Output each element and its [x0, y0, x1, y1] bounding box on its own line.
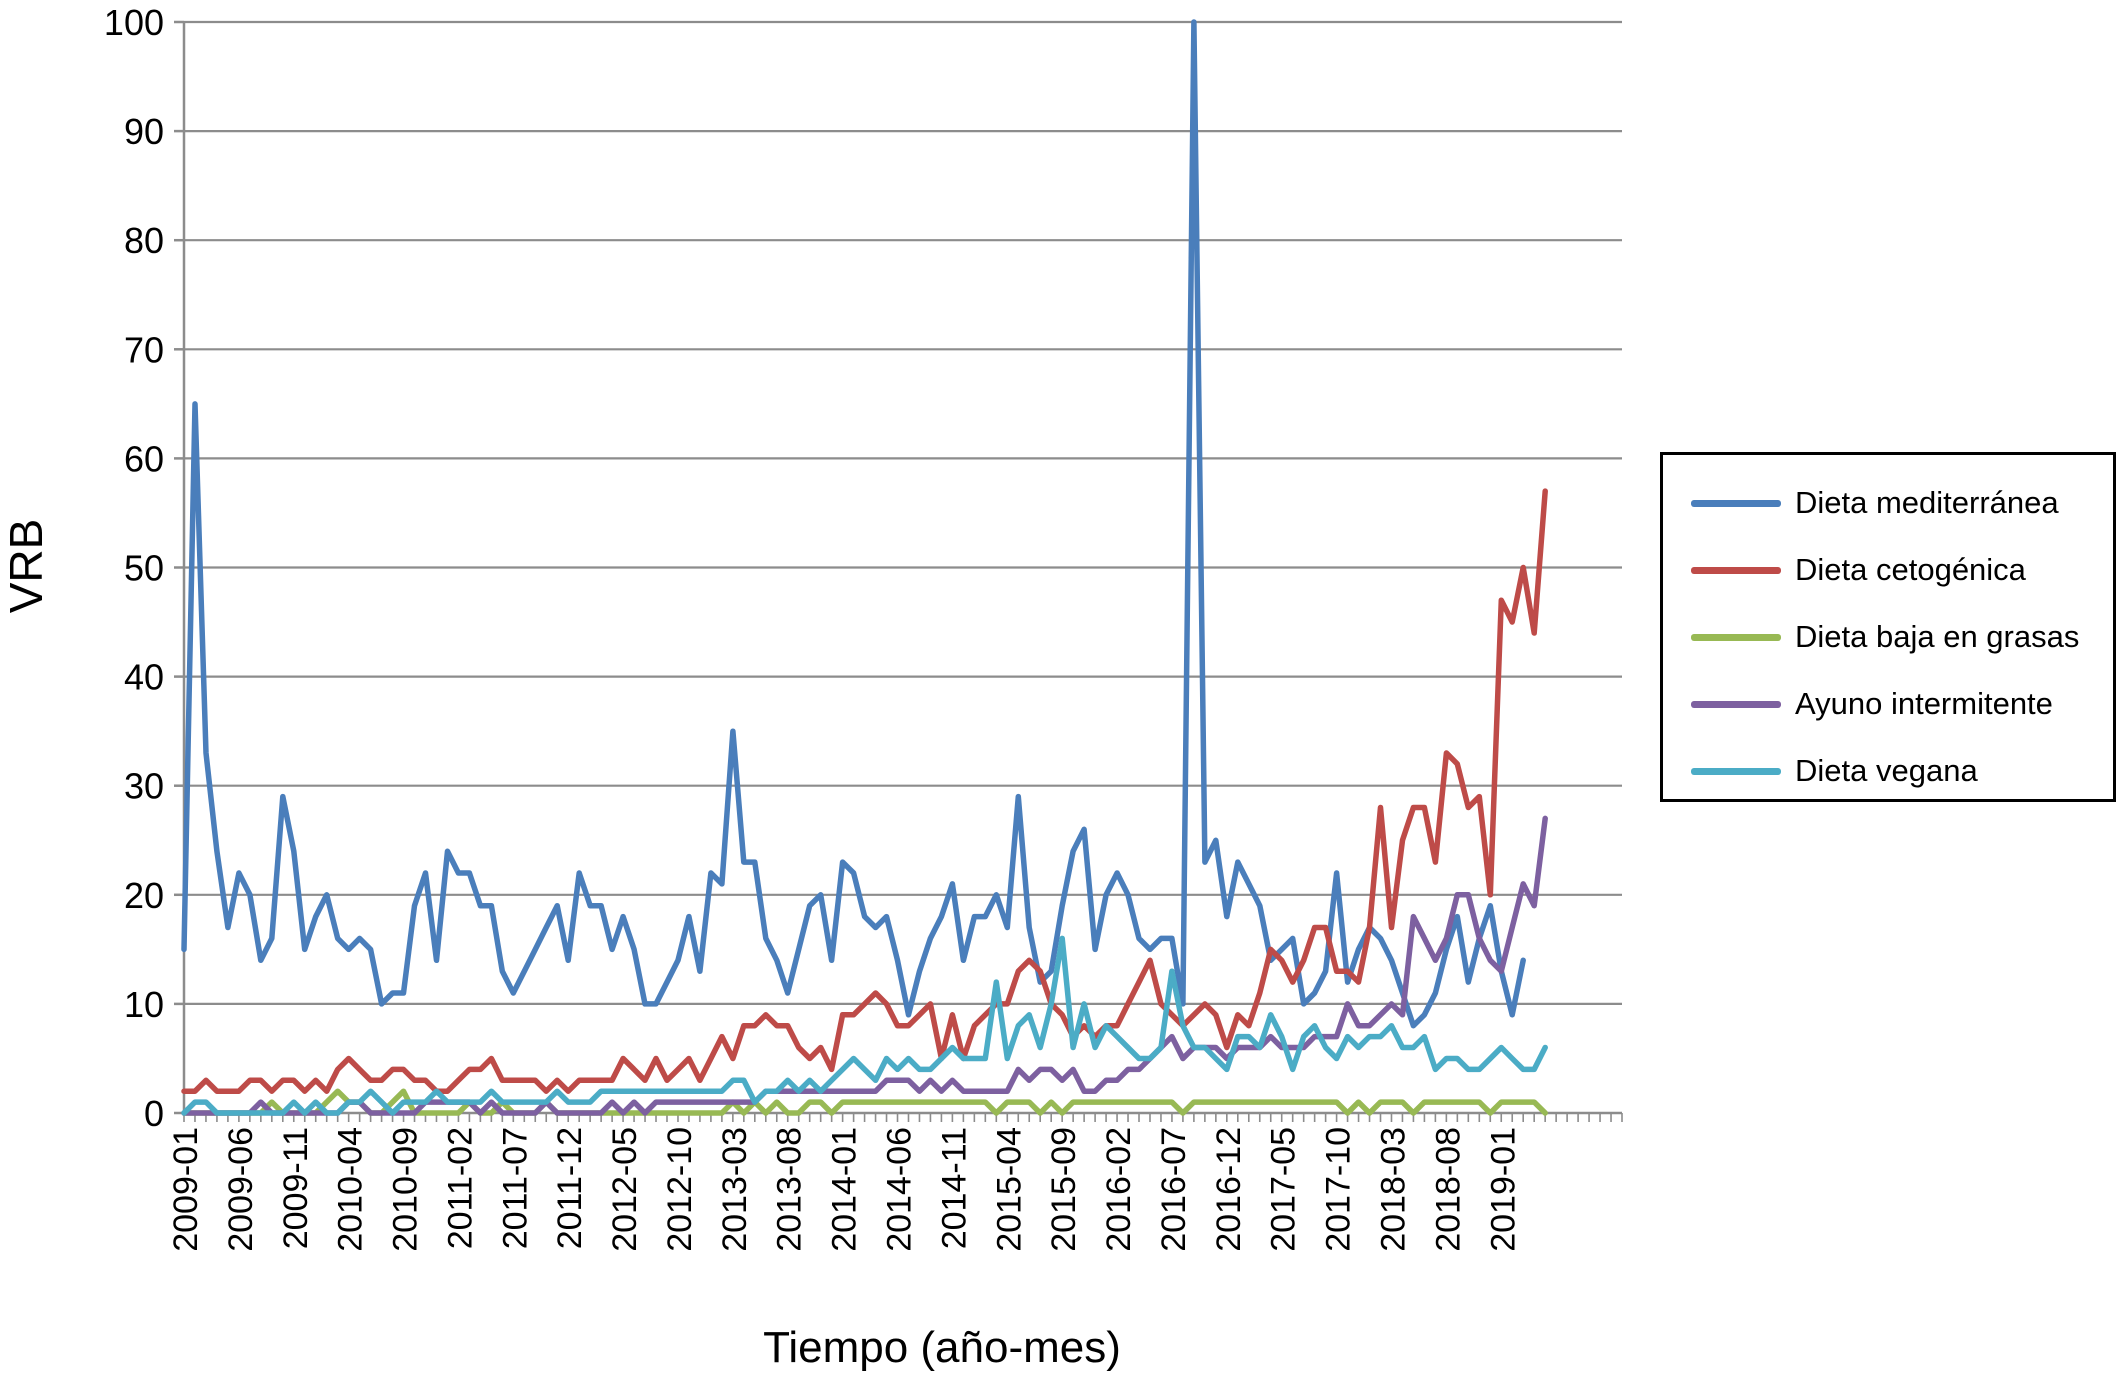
- legend-swatch: [1691, 633, 1781, 641]
- legend-swatch: [1691, 499, 1781, 507]
- x-tick-label: 2014-11: [935, 1127, 973, 1249]
- y-tick-label: 50: [124, 548, 164, 589]
- y-tick-labels: 0 10 20 30 40 50 60 70 80 90 100: [104, 2, 164, 1134]
- series-line-2: [181, 488, 1548, 1094]
- y-tick-label: 20: [124, 875, 164, 916]
- legend-label: Dieta mediterránea: [1795, 485, 2059, 520]
- series-line-5: [181, 935, 1548, 1116]
- series-lines: [181, 19, 1548, 1116]
- x-tick-label: 2011-07: [496, 1127, 534, 1249]
- x-tick-label: 2009-06: [222, 1127, 260, 1252]
- y-tick-label: 10: [124, 984, 164, 1025]
- legend-swatch: [1691, 700, 1781, 708]
- x-tick-label: 2018-03: [1374, 1127, 1412, 1252]
- x-tick-label: 2011-02: [441, 1127, 479, 1249]
- y-tick-label: 70: [124, 329, 164, 370]
- x-tick-label: 2017-10: [1320, 1127, 1358, 1252]
- x-tick-label: 2010-09: [387, 1127, 425, 1252]
- y-tick-label: 80: [124, 220, 164, 261]
- x-tick-label: 2016-02: [1100, 1127, 1138, 1252]
- x-tick-label: 2015-04: [990, 1127, 1028, 1252]
- x-tick-label: 2012-10: [661, 1127, 699, 1252]
- legend-item: Dieta mediterránea: [1691, 483, 2059, 523]
- y-tick-label: 100: [104, 2, 164, 43]
- legend-item: Ayuno intermitente: [1691, 684, 2053, 724]
- x-tick-label: 2009-01: [167, 1127, 205, 1252]
- legend-label: Dieta vegana: [1795, 753, 1978, 788]
- y-tick-label: 30: [124, 766, 164, 807]
- x-axis-label: Tiempo (año-mes): [763, 1323, 1121, 1372]
- x-tick-label: 2017-05: [1265, 1127, 1303, 1252]
- y-tick-label: 90: [124, 111, 164, 152]
- legend: Dieta mediterránea Dieta cetogénica Dieta …: [1660, 452, 2116, 802]
- legend-swatch: [1691, 566, 1781, 574]
- series-line-1: [181, 19, 1526, 1029]
- x-tick-label: 2019-01: [1484, 1127, 1522, 1252]
- legend-item: Dieta vegana: [1691, 751, 1978, 791]
- y-tick-label: 40: [124, 657, 164, 698]
- x-tick-label: 2018-08: [1429, 1127, 1467, 1252]
- legend-label: Dieta baja en grasas: [1795, 619, 2080, 654]
- legend-swatch: [1691, 767, 1781, 775]
- x-tick-label: 2013-03: [716, 1127, 754, 1252]
- x-tick-label: 2010-04: [332, 1127, 370, 1252]
- x-tick-label: 2015-09: [1045, 1127, 1083, 1252]
- gridlines: [184, 20, 1622, 1006]
- x-tick-label: 2013-08: [771, 1127, 809, 1252]
- legend-item: Dieta cetogénica: [1691, 550, 2026, 590]
- legend-item: Dieta baja en grasas: [1691, 617, 2079, 657]
- series-line-3: [181, 1088, 1548, 1116]
- x-tick-label: 2012-05: [606, 1127, 644, 1252]
- y-tick-label: 0: [144, 1093, 164, 1134]
- x-tick-label: 2014-01: [826, 1127, 864, 1252]
- x-tick-label: 2011-12: [551, 1127, 589, 1249]
- legend-label: Ayuno intermitente: [1795, 686, 2053, 721]
- legend-label: Dieta cetogénica: [1795, 552, 2026, 587]
- x-tick-labels: 2009-01 2009-06 2009-11 2010-04 2010-09 2011-…: [167, 1127, 1522, 1252]
- x-tick-label: 2016-07: [1155, 1127, 1193, 1252]
- x-tick-label: 2014-06: [881, 1127, 919, 1252]
- y-tick-label: 60: [124, 438, 164, 479]
- x-tick-label: 2016-12: [1210, 1127, 1248, 1252]
- y-axis-label: VRB: [0, 519, 52, 614]
- x-tick-label: 2009-11: [277, 1127, 315, 1249]
